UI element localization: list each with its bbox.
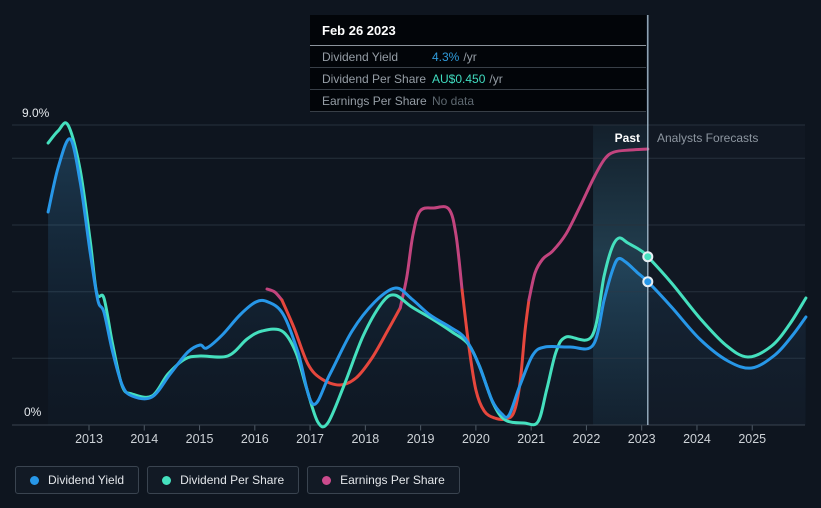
tooltip-row-label: Dividend Per Share xyxy=(322,72,427,86)
legend: Dividend Yield Dividend Per Share Earnings… xyxy=(15,466,460,494)
x-axis-label: 2015 xyxy=(185,432,214,446)
x-axis-label: 2024 xyxy=(683,432,711,446)
legend-item-dividend-yield[interactable]: Dividend Yield xyxy=(15,466,140,494)
legend-item-label: Earnings Per Share xyxy=(340,473,445,487)
eps-line xyxy=(398,205,464,310)
analysts-forecasts-label: Analysts Forecasts xyxy=(657,131,759,145)
tooltip-row-value: AU$0.450 xyxy=(432,72,486,86)
yield-line xyxy=(46,137,808,419)
x-axis-label: 2020 xyxy=(461,432,490,446)
x-axis-label: 2017 xyxy=(296,432,324,446)
x-axis-label: 2023 xyxy=(627,432,656,446)
legend-dot xyxy=(30,475,39,485)
eps-line xyxy=(527,147,650,302)
legend-item-label: Dividend Yield xyxy=(48,473,125,487)
x-axis-label: 2013 xyxy=(75,432,103,446)
legend-item-label: Dividend Per Share xyxy=(180,473,285,487)
tooltip: Feb 26 2023 Dividend Yield 4.3%/yr Dividen… xyxy=(310,15,646,112)
tooltip-row: Dividend Yield 4.3%/yr xyxy=(310,46,646,68)
tooltip-row-label: Earnings Per Share xyxy=(322,94,427,108)
marker-dot xyxy=(642,276,654,288)
tooltip-row-label: Dividend Yield xyxy=(322,50,399,64)
x-axis-label: 2021 xyxy=(517,432,546,446)
legend-dot xyxy=(322,475,332,485)
tooltip-row-value: 4.3% xyxy=(432,50,460,64)
marker-dot xyxy=(642,251,654,263)
tooltip-row-value: No data xyxy=(432,94,475,108)
x-axis-label: 2019 xyxy=(406,432,435,446)
x-axis-label: 2022 xyxy=(572,432,601,446)
yield-area xyxy=(48,138,806,426)
legend-item-earnings-per-share[interactable]: Earnings Per Share xyxy=(307,466,460,494)
legend-dot xyxy=(162,475,172,485)
eps-line xyxy=(280,298,402,387)
x-axis-label: 2016 xyxy=(240,432,269,446)
tooltip-date: Feb 26 2023 xyxy=(310,15,646,46)
legend-item-dividend-per-share[interactable]: Dividend Per Share xyxy=(147,466,300,494)
y-axis-min-label: 0% xyxy=(24,405,42,419)
y-axis-max-label: 9.0% xyxy=(22,106,50,120)
eps-line xyxy=(265,287,284,302)
eps-line xyxy=(460,288,531,421)
past-label: Past xyxy=(614,131,640,145)
tooltip-row-unit: /yr xyxy=(489,72,503,86)
x-axis-label: 2018 xyxy=(351,432,380,446)
tooltip-row: Earnings Per Share No data xyxy=(310,90,646,112)
tooltip-row-unit: /yr xyxy=(463,50,477,64)
x-axis-label: 2025 xyxy=(738,432,767,446)
tooltip-row: Dividend Per Share AU$0.450/yr xyxy=(310,68,646,90)
x-axis-label: 2014 xyxy=(130,432,159,446)
